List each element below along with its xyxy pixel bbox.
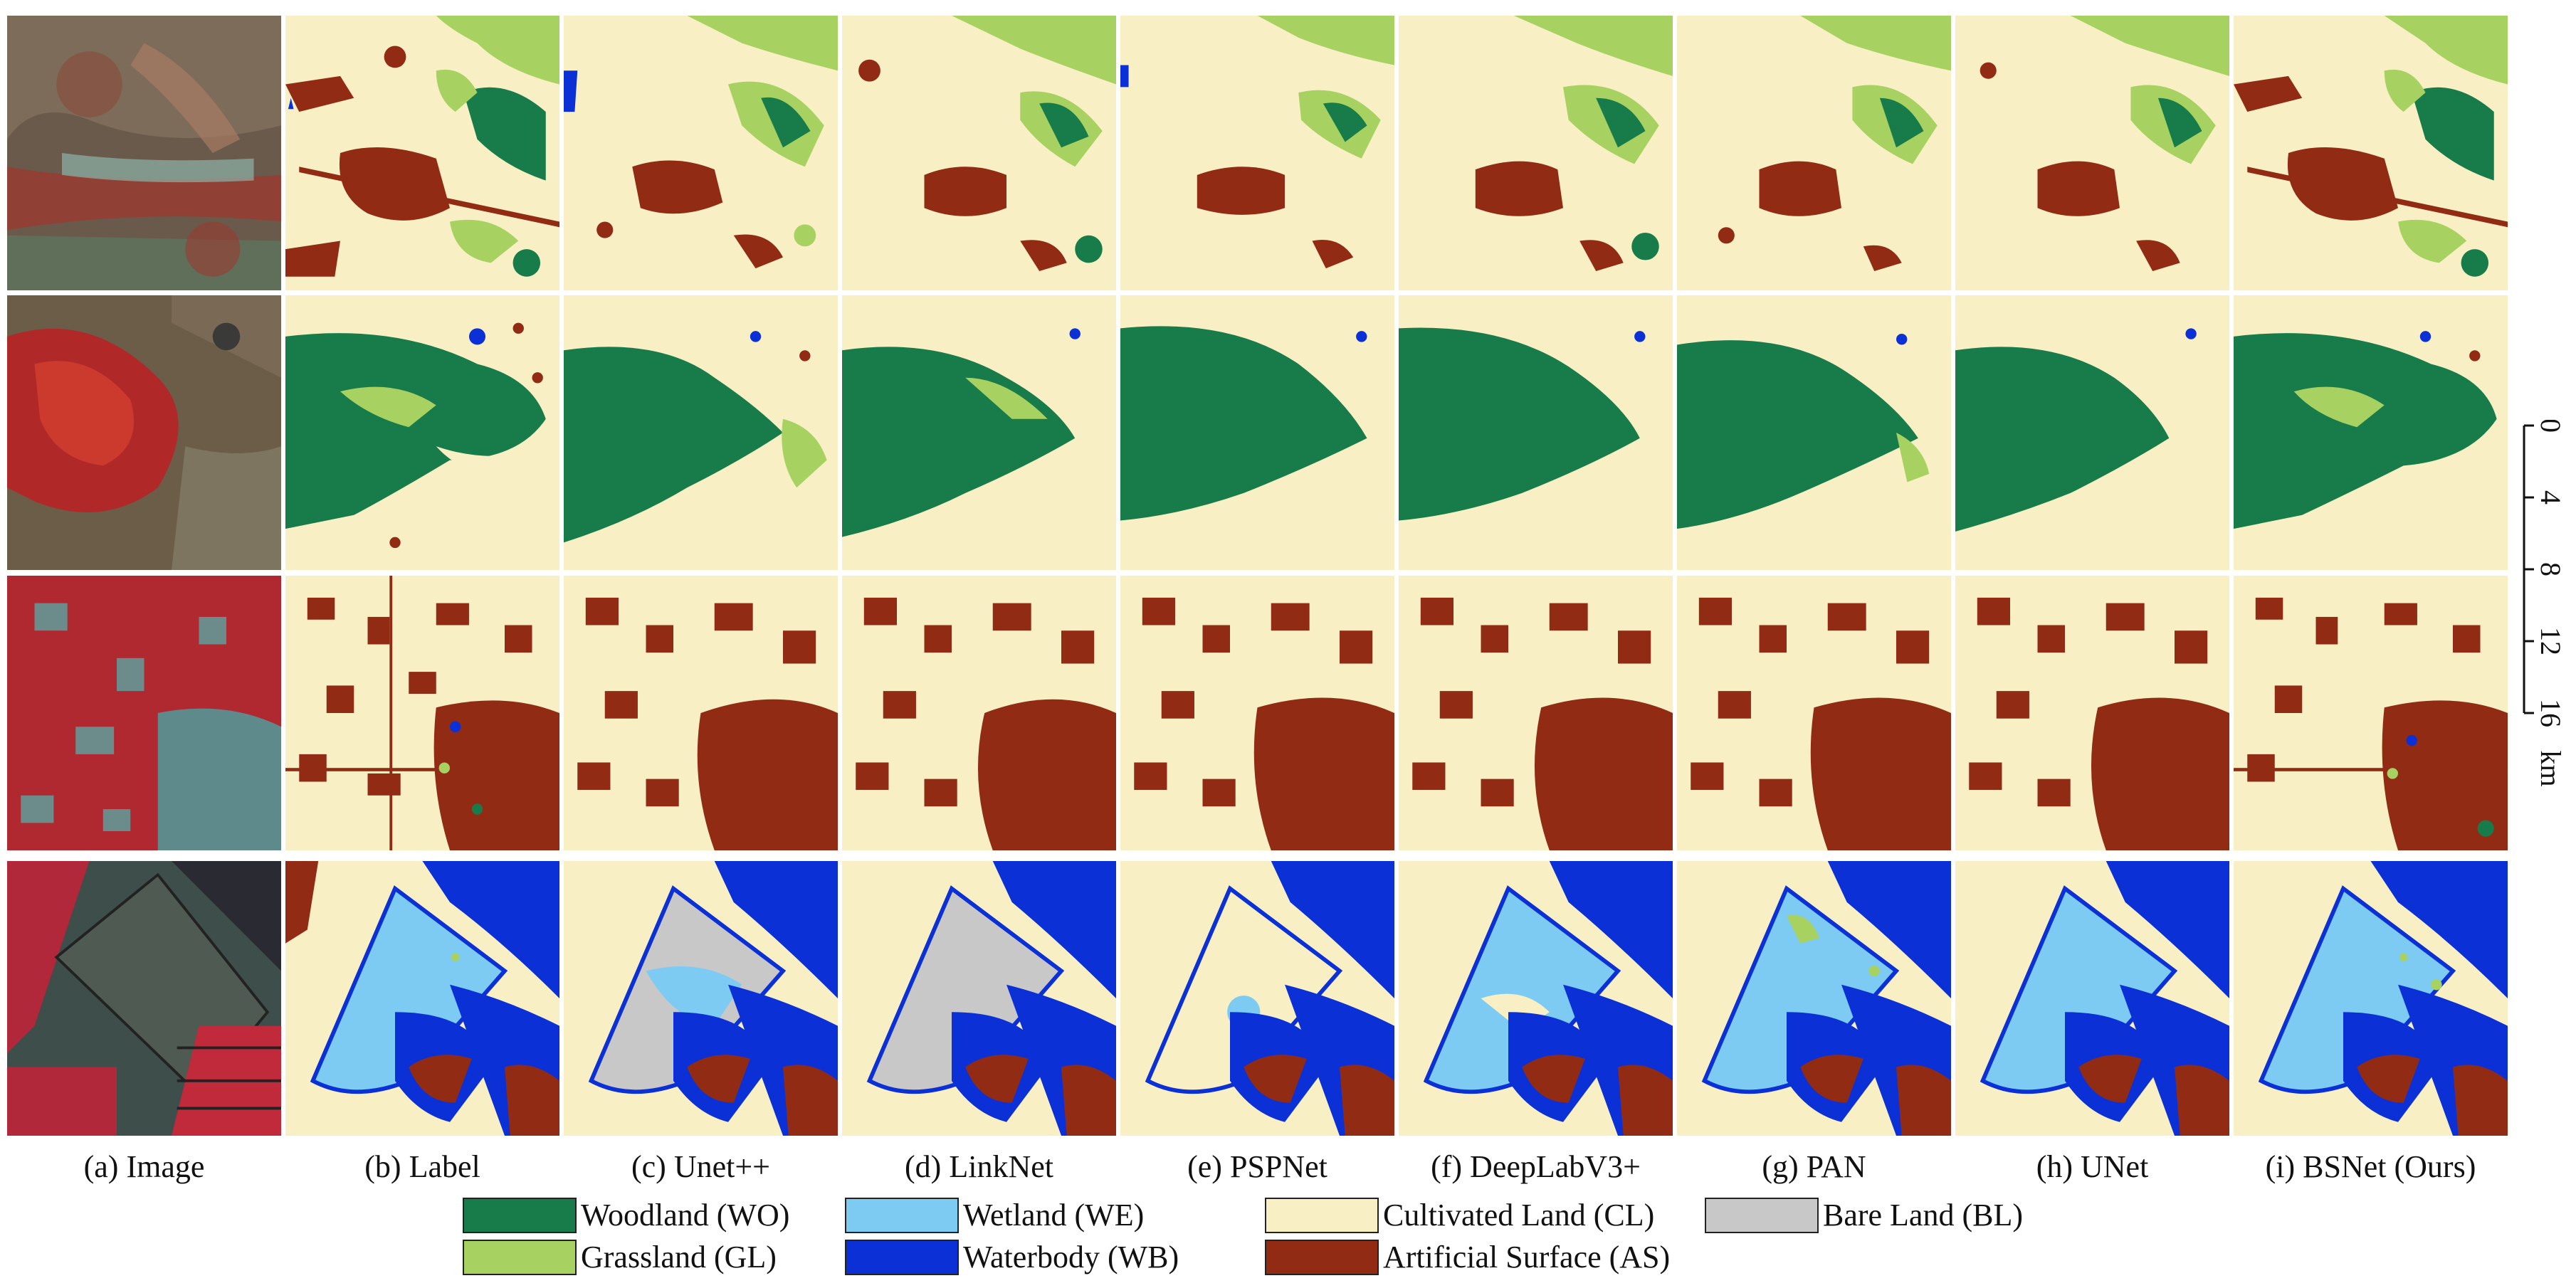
column-label-bsnet: (i) BSNet (Ours) [2265,1149,2476,1184]
panel-r4-unet [1955,861,2229,1136]
column-label-image: (a) Image [83,1149,205,1184]
panel-r1-bsnet [2234,16,2508,290]
panel-r3-label [285,576,559,850]
panel-r1-unet [1955,16,2229,290]
legend-swatch-woodland [463,1198,577,1233]
column-label-pspnet: (e) PSPNet [1187,1149,1328,1184]
panel-r2-pspnet [1120,295,1394,570]
scale-tick-label: 0 [2535,420,2567,433]
legend-label-cultivated: Cultivated Land (CL) [1383,1198,1655,1232]
panel-r4-label [285,861,559,1136]
scale-tick-label: 12 [2535,627,2567,655]
panel-r3-image [7,576,281,850]
column-label-linknet: (d) LinkNet [905,1149,1053,1184]
panel-r2-pan [1677,295,1951,570]
panel-r2-unet [1955,295,2229,570]
panel-r3-pan [1677,576,1951,850]
scale-tick-label: 16 [2535,699,2567,727]
legend-swatch-wetland [845,1198,959,1233]
legend-label-wetland: Wetland (WE) [963,1198,1145,1232]
panel-r2-deeplab [1399,295,1673,570]
panel-r1-unetpp [564,16,838,290]
panel-r1-linknet [842,16,1116,290]
panel-r2-unetpp [564,295,838,570]
column-label-unet: (h) UNet [2036,1149,2149,1184]
legend-swatch-artificial [1265,1240,1379,1275]
panel-r3-bsnet [2234,576,2508,850]
panel-r4-pan [1677,861,1951,1136]
panel-r2-linknet [842,295,1116,570]
panel-r1-deeplab [1399,16,1673,290]
panel-r4-unetpp [564,861,838,1136]
column-label-label: (b) Label [364,1149,480,1184]
panel-r2-label [285,295,559,570]
legend-swatch-bare [1705,1198,1819,1233]
scale-tick-label: 8 [2535,562,2567,576]
panel-r1-pspnet [1120,16,1394,290]
panel-r1-label [285,16,559,290]
legend-swatch-waterbody [845,1240,959,1275]
panel-r1-pan [1677,16,1951,290]
legend-label-waterbody: Waterbody (WB) [963,1240,1179,1274]
scale-tick-label: 4 [2535,490,2567,505]
panel-r2-bsnet [2234,295,2508,570]
legend-label-artificial: Artificial Surface (AS) [1383,1240,1671,1274]
panel-r4-linknet [842,861,1116,1136]
panel-r4-pspnet [1120,861,1394,1136]
legend-swatch-grassland [463,1240,577,1275]
column-label-pan: (g) PAN [1762,1149,1866,1184]
scale-bar: 0 4 8 12 16 km [2523,420,2567,787]
panel-r3-linknet [842,576,1116,850]
panel-r3-pspnet [1120,576,1394,850]
legend-label-grassland: Grassland (GL) [581,1240,777,1274]
panel-r4-image [7,861,281,1136]
panel-r4-bsnet [2234,861,2508,1136]
column-label-unetpp: (c) Unet++ [631,1149,770,1184]
legend-swatch-cultivated [1265,1198,1379,1233]
panel-r3-deeplab [1399,576,1673,850]
panel-r3-unetpp [564,576,838,850]
scale-unit-label: km [2535,750,2567,786]
column-label-deeplab: (f) DeepLabV3+ [1431,1149,1641,1184]
panel-r2-image [7,295,281,570]
panel-r3-unet [1955,576,2229,850]
legend-label-woodland: Woodland (WO) [581,1198,790,1232]
panel-r4-deeplab [1399,861,1673,1136]
legend-label-bare: Bare Land (BL) [1823,1198,2023,1232]
panel-r1-image [7,16,281,290]
